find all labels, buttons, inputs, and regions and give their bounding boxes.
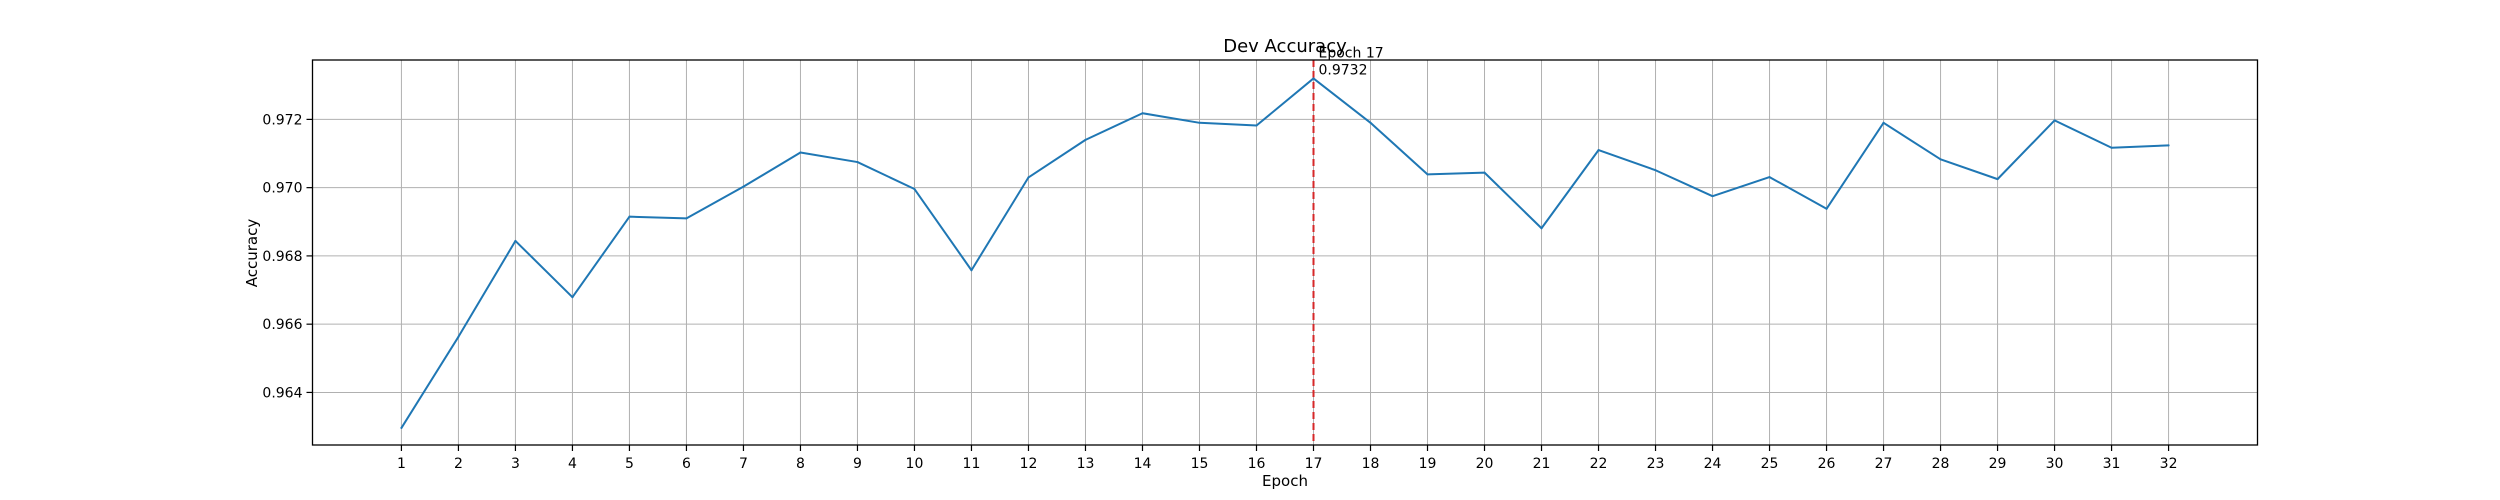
x-tick-label: 14 bbox=[1134, 456, 1152, 472]
x-tick-label: 22 bbox=[1590, 456, 1608, 472]
x-tick-label: 2 bbox=[454, 456, 463, 472]
data-point bbox=[2167, 144, 2170, 147]
y-tick-label: 0.968 bbox=[262, 249, 302, 265]
data-point bbox=[742, 185, 745, 188]
x-tick-label: 27 bbox=[1875, 456, 1893, 472]
data-point bbox=[1996, 178, 1999, 181]
x-tick-label: 31 bbox=[2103, 456, 2121, 472]
data-point bbox=[1597, 149, 1600, 152]
x-tick-label: 23 bbox=[1647, 456, 1665, 472]
x-axis: 1 2 3 4 5 6 7 8 9 10 11 12 13 14 15 16 17 18 19 20 21 22 23 24 2… bbox=[397, 445, 2178, 472]
data-point bbox=[1084, 138, 1087, 141]
x-tick-label: 24 bbox=[1704, 456, 1722, 472]
x-tick-label: 17 bbox=[1305, 456, 1323, 472]
data-point bbox=[1825, 207, 1828, 210]
x-tick-label: 6 bbox=[682, 456, 691, 472]
data-point bbox=[571, 296, 574, 299]
annotation-label-value: 0.9732 bbox=[1319, 62, 1368, 78]
x-tick-label: 16 bbox=[1248, 456, 1266, 472]
chart-title: Dev Accuracy bbox=[1223, 36, 1347, 57]
data-point bbox=[799, 151, 802, 154]
y-tick-label: 0.966 bbox=[262, 317, 302, 333]
data-point bbox=[856, 161, 859, 164]
data-point bbox=[1312, 77, 1315, 80]
data-point bbox=[1426, 173, 1429, 176]
x-tick-label: 28 bbox=[1932, 456, 1950, 472]
x-tick-label: 9 bbox=[853, 456, 862, 472]
x-axis-label: Epoch bbox=[1262, 472, 1308, 490]
series-layer bbox=[400, 77, 2170, 429]
data-point bbox=[1369, 121, 1372, 124]
x-tick-label: 20 bbox=[1476, 456, 1494, 472]
x-tick-label: 8 bbox=[796, 456, 805, 472]
data-point bbox=[2110, 146, 2113, 149]
data-point bbox=[970, 269, 973, 272]
x-tick-label: 12 bbox=[1020, 456, 1038, 472]
x-tick-label: 26 bbox=[1818, 456, 1836, 472]
x-tick-label: 7 bbox=[739, 456, 748, 472]
data-point bbox=[1027, 176, 1030, 179]
data-point bbox=[2053, 119, 2056, 122]
data-point bbox=[1540, 227, 1543, 230]
x-tick-label: 18 bbox=[1362, 456, 1380, 472]
data-point bbox=[457, 335, 460, 338]
data-point bbox=[1711, 195, 1714, 198]
y-tick-label: 0.970 bbox=[262, 181, 302, 197]
x-tick-label: 1 bbox=[397, 456, 406, 472]
y-axis: 0.964 0.966 0.968 0.970 0.972 bbox=[262, 112, 313, 401]
series-line bbox=[400, 77, 2170, 429]
x-tick-label: 21 bbox=[1533, 456, 1551, 472]
data-point bbox=[400, 426, 403, 429]
data-point bbox=[1198, 121, 1201, 124]
x-tick-label: 11 bbox=[963, 456, 981, 472]
data-point bbox=[685, 217, 688, 220]
data-point bbox=[1255, 124, 1258, 127]
x-tick-label: 32 bbox=[2160, 456, 2178, 472]
x-tick-label: 19 bbox=[1419, 456, 1437, 472]
data-point bbox=[913, 188, 916, 191]
grid bbox=[312, 60, 2258, 445]
data-point bbox=[628, 215, 631, 218]
data-point bbox=[1141, 112, 1144, 115]
x-tick-label: 30 bbox=[2046, 456, 2064, 472]
data-point bbox=[1483, 171, 1486, 174]
data-point bbox=[514, 239, 517, 242]
x-tick-label: 10 bbox=[906, 456, 924, 472]
data-point bbox=[1654, 169, 1657, 172]
x-tick-label: 5 bbox=[625, 456, 634, 472]
x-tick-label: 25 bbox=[1761, 456, 1779, 472]
data-point bbox=[1939, 158, 1942, 161]
annotation-label-epoch: Epoch 17 bbox=[1319, 45, 1384, 61]
y-tick-label: 0.964 bbox=[262, 385, 302, 401]
x-tick-label: 29 bbox=[1989, 456, 2007, 472]
x-tick-label: 4 bbox=[568, 456, 577, 472]
y-axis-label: Accuracy bbox=[243, 219, 261, 288]
data-point bbox=[1882, 121, 1885, 124]
data-point bbox=[1768, 176, 1771, 179]
x-tick-label: 13 bbox=[1077, 456, 1095, 472]
plot-frame bbox=[311, 59, 2259, 446]
x-tick-label: 15 bbox=[1191, 456, 1209, 472]
y-tick-label: 0.972 bbox=[262, 112, 302, 128]
x-tick-label: 3 bbox=[511, 456, 520, 472]
